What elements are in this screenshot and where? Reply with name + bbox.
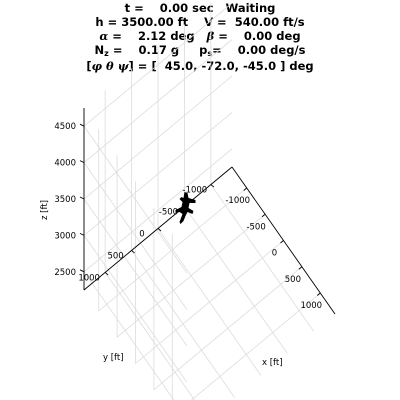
euler-symbols: φ θ ψ (91, 59, 129, 73)
aircraft-icon (175, 192, 196, 224)
y-tick-mark (157, 228, 162, 232)
time-line: t = 0.00 sec Waiting (0, 2, 400, 15)
beta-symbol: β (206, 29, 215, 43)
z-tick-label: 4500 (54, 122, 76, 132)
y-tick-label: 0 (139, 230, 144, 240)
x-tick-mark (261, 213, 266, 218)
grid-line-y-floor (184, 206, 288, 354)
axes (79, 108, 336, 315)
x-tick-label: 1000 (300, 301, 322, 311)
altitude-label: h = (95, 15, 118, 29)
altitude-value: 3500.00 ft (121, 15, 189, 29)
grid-line-z-left (83, 112, 233, 236)
z-tick-mark (79, 269, 85, 273)
grid-line-z-back (83, 271, 175, 400)
x-tick-mark (243, 187, 248, 191)
x-tick-mark (280, 240, 284, 244)
grid-line-y-floor (131, 250, 235, 398)
grid-line-y-floor (210, 184, 315, 332)
z-tick-label: 3000 (54, 231, 76, 241)
nz-ps-line: Nz = 0.17 g ps= 0.00 deg/s (0, 44, 400, 60)
ps-symbol: p (199, 43, 208, 57)
grid-line-y-floor (104, 272, 196, 400)
nz-symbol: N (94, 43, 105, 57)
x-tick-label: -500 (246, 222, 265, 232)
x-tick-mark (298, 266, 303, 270)
euler-close: ] = (128, 59, 148, 73)
x-tick-mark (316, 292, 321, 296)
z-tick-label: 4000 (54, 159, 76, 169)
aircraft-marker (175, 192, 196, 224)
z-tick-label: 3500 (54, 195, 76, 205)
grid-lines (83, 2, 321, 400)
time-value: 0.00 sec (159, 1, 214, 15)
alpha-beta-line: α = 2.12 deg β = 0.00 deg (0, 30, 400, 43)
y-tick-mark (104, 272, 109, 276)
state-readout: t = 0.00 sec Waiting h = 3500.00 ft V = … (0, 0, 400, 78)
z-tick-mark (79, 160, 85, 164)
euler-open-bracket: [ (86, 59, 92, 73)
sim-status: Waiting (225, 1, 276, 15)
x-tick-label: -1000 (225, 196, 250, 206)
grid-line-z-left (83, 148, 233, 273)
z-tick-label: 2500 (54, 268, 76, 278)
beta-value: 0.00 deg (243, 29, 301, 43)
y-tick-mark (131, 250, 135, 254)
grid-line-z-back (83, 198, 188, 347)
x-tick-label: 0 (272, 249, 277, 259)
nz-subscript: z (104, 49, 109, 58)
grid-line-z-left (83, 2, 233, 127)
x-axis-label: x [ft] (262, 358, 283, 368)
grid-line-z-back (83, 235, 188, 383)
grid-line-z-left (83, 75, 233, 200)
ps-equals: = (212, 43, 222, 57)
y-axis-label: y [ft] (103, 353, 124, 363)
speed-label: V = (204, 15, 227, 29)
ps-subscript: s (207, 49, 213, 58)
nz-value: 0.17 g (138, 43, 180, 57)
grid-line-y-floor (157, 228, 262, 376)
z-tick-mark (79, 232, 85, 236)
y-tick-label: -500 (159, 208, 178, 218)
grid-line-z-back (83, 125, 188, 274)
alpha-equals: = (112, 29, 122, 43)
y-tick-label: 1000 (78, 273, 100, 283)
grid-line-z-left (83, 39, 233, 163)
z-tick-mark (79, 123, 85, 127)
altitude-speed-line: h = 3500.00 ft V = 540.00 ft/s (0, 16, 400, 29)
nz-equals: = (112, 43, 123, 57)
time-label: t = (124, 1, 144, 15)
beta-equals: = (218, 29, 228, 43)
x-tick-label: 500 (285, 275, 301, 285)
speed-value: 540.00 ft/s (234, 15, 305, 29)
z-axis-label: z [ft] (40, 200, 50, 220)
y-tick-label: 500 (107, 251, 123, 261)
grid-line-z-back (83, 162, 188, 310)
y-tick-mark (210, 184, 215, 188)
tick-labels: -1000-50005001000-1000-50005001000250030… (54, 122, 322, 311)
y-tick-label: -1000 (183, 186, 208, 196)
aircraft-shape (175, 192, 196, 224)
ps-value: 0.00 deg/s (237, 43, 306, 57)
z-tick-mark (79, 196, 85, 200)
alpha-symbol: α (99, 29, 109, 43)
